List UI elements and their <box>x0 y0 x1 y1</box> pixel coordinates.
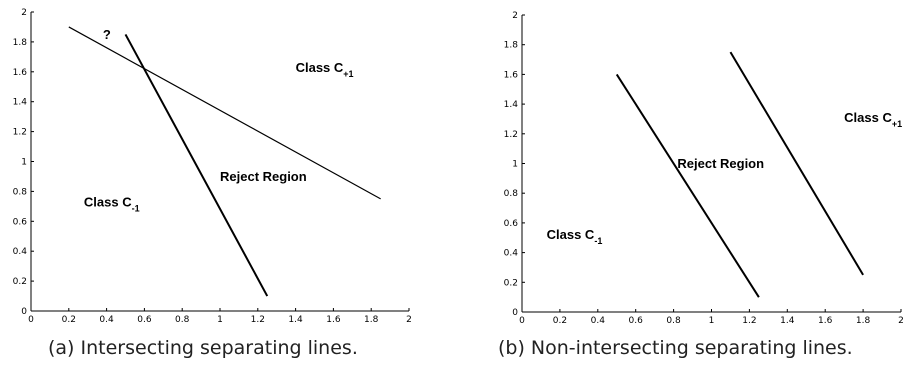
b-separating-line-2 <box>729 51 864 276</box>
a-separating-line-2 <box>124 33 269 297</box>
b-x-tick-label: 2 <box>898 316 904 326</box>
a-x-tick-label: 1.8 <box>364 315 379 325</box>
a-x-tick-label: 1 <box>217 315 223 325</box>
a-x-tick-label: 2 <box>406 315 412 325</box>
b-x-tick-label: 0 <box>519 316 525 326</box>
panel-b-caption: (b) Non-intersecting separating lines. <box>498 337 853 359</box>
b-x-tick-label: 0.8 <box>666 316 681 326</box>
b-x-tick-label: 1.2 <box>742 316 756 326</box>
a-y-tick-label: 1.2 <box>13 128 27 138</box>
a-y-tick-label: 0.4 <box>13 247 28 257</box>
b-y-tick-label: 1.8 <box>504 41 519 51</box>
b-y-tick-label: 0.4 <box>504 249 519 259</box>
a-question-mark-label: ? <box>103 27 111 42</box>
panel-a-plot: 0 0.2 0.4 0.6 0.8 1 1.2 1.4 1.6 1.8 2 0 0.2 0.4 0.6 0.8… <box>13 8 412 325</box>
a-y-tick-label: 0.6 <box>13 217 28 227</box>
a-y-tick-label: 1.8 <box>13 38 28 48</box>
a-x-tick-label: 1.4 <box>288 315 303 325</box>
a-x-tick-label: 0.2 <box>62 315 76 325</box>
b-x-tick-label: 1.4 <box>780 316 795 326</box>
b-y-tick-label: 0.8 <box>504 189 519 199</box>
a-y-tick-label: 1 <box>21 158 27 168</box>
a-reject-region: Reject Region <box>220 169 307 184</box>
b-x-tick-label: 1.8 <box>856 316 871 326</box>
a-y-tick-label: 1.6 <box>13 68 28 78</box>
a-class-c-plusminus-1: Class C+1 <box>296 60 354 79</box>
a-x-tick-label: 0.8 <box>175 315 190 325</box>
b-y-tick-label: 0.6 <box>504 219 519 229</box>
a-x-tick-label: 0.6 <box>137 315 152 325</box>
b-y-tick-label: 1 <box>512 160 518 170</box>
a-x-tick-label: 0.4 <box>99 315 114 325</box>
b-x-tick-label: 0.4 <box>591 316 606 326</box>
b-y-tick-label: 1.6 <box>504 70 519 80</box>
b-y-tick-label: 0 <box>512 308 518 318</box>
b-x-tick-label: 1.6 <box>818 316 833 326</box>
a-y-tick-label: 1.4 <box>13 98 28 108</box>
a-x-tick-label: 1.2 <box>251 315 265 325</box>
figure-canvas: 0 0.2 0.4 0.6 0.8 1 1.2 1.4 1.6 1.8 2 0 0.2 0.4 0.6 0.8… <box>13 8 904 326</box>
a-x-tick-label: 0 <box>28 315 34 325</box>
b-class-c-minus-1: Class C-1 <box>547 227 603 246</box>
panel-a-caption: (a) Intersecting separating lines. <box>48 337 358 359</box>
b-x-tick-label: 1 <box>709 316 715 326</box>
a-y-tick-label: 0.8 <box>13 187 28 197</box>
b-separating-line-1 <box>615 73 760 298</box>
b-y-tick-label: 1.4 <box>504 100 519 110</box>
b-reject-region: Reject Region <box>677 156 764 171</box>
b-y-tick-label: 1.2 <box>504 130 518 140</box>
b-x-tick-label: 0.6 <box>629 316 644 326</box>
b-y-tick-label: 2 <box>512 11 518 21</box>
a-separating-line-1 <box>68 26 381 200</box>
a-y-tick-label: 2 <box>21 8 27 18</box>
panel-b-plot: 0 0.2 0.4 0.6 0.8 1 1.2 1.4 1.6 1.8 2 0 0.2 0.4 0.6 0.8… <box>504 11 904 326</box>
a-class-c-minus-1: Class C-1 <box>84 194 140 213</box>
b-class-c-plusminus-1: Class C+1 <box>844 110 902 129</box>
a-x-tick-label: 1.6 <box>326 315 341 325</box>
b-x-tick-label: 0.2 <box>553 316 567 326</box>
a-y-tick-label: 0.2 <box>13 277 27 287</box>
a-y-tick-label: 0 <box>21 307 27 317</box>
b-y-tick-label: 0.2 <box>504 278 518 288</box>
